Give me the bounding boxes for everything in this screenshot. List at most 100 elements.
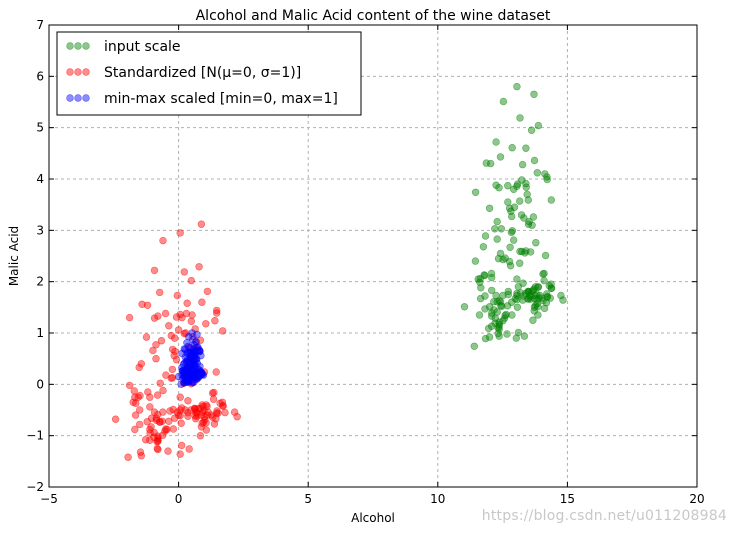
data-point: [152, 355, 160, 363]
legend-label: input scale: [104, 39, 181, 55]
data-point: [168, 345, 177, 354]
series-input-scale: [460, 82, 567, 350]
data-point: [180, 268, 189, 276]
data-point: [185, 375, 193, 383]
data-point: [199, 418, 208, 426]
data-point: [196, 432, 205, 440]
data-point: [169, 425, 178, 433]
data-point: [496, 249, 505, 258]
data-point: [209, 395, 218, 403]
data-point: [540, 276, 548, 285]
y-tick-label: 4: [36, 172, 44, 186]
data-point: [193, 330, 201, 339]
x-tick-label: 10: [430, 492, 445, 506]
data-point: [492, 138, 500, 146]
legend-item-input-scale: input scale: [66, 39, 181, 55]
data-point: [230, 408, 239, 416]
data-point: [213, 306, 221, 315]
data-point: [515, 259, 524, 267]
data-point: [178, 441, 186, 450]
data-point: [146, 429, 154, 437]
data-point: [210, 388, 218, 397]
data-point: [200, 406, 208, 415]
data-point: [159, 386, 167, 395]
y-tick-label: 1: [36, 326, 44, 340]
data-point: [187, 276, 196, 285]
data-point: [488, 322, 496, 330]
data-point: [481, 305, 489, 313]
data-point: [184, 397, 192, 405]
data-point: [524, 220, 533, 228]
y-tick-label: 3: [36, 223, 44, 237]
data-point: [507, 207, 515, 216]
data-point: [131, 425, 139, 434]
legend-label: min-max scaled [min=0, max=1]: [104, 91, 338, 107]
y-tick-label: 6: [36, 69, 44, 83]
data-point: [191, 351, 199, 359]
data-point: [159, 236, 167, 245]
legend-marker: [82, 94, 90, 102]
data-point: [480, 271, 488, 279]
data-point: [142, 436, 150, 444]
data-point: [149, 346, 157, 355]
data-point: [546, 294, 554, 302]
data-point: [513, 303, 522, 311]
data-point: [198, 370, 206, 379]
data-point: [171, 334, 179, 342]
x-axis-label: Alcohol: [351, 511, 395, 525]
data-point: [495, 325, 503, 334]
data-point: [485, 333, 494, 341]
data-point: [479, 243, 488, 251]
data-point: [491, 314, 499, 322]
data-point: [507, 228, 516, 237]
data-point: [192, 415, 200, 423]
data-point: [508, 144, 516, 152]
data-point: [525, 217, 533, 226]
data-point: [496, 153, 505, 161]
legend-marker: [74, 94, 82, 102]
data-point: [135, 363, 143, 372]
data-point: [176, 393, 184, 401]
data-point: [488, 273, 496, 282]
x-tick-label: 20: [689, 492, 704, 506]
data-point: [211, 317, 219, 325]
data-point: [527, 126, 536, 134]
data-point: [186, 364, 195, 372]
data-point: [511, 294, 519, 303]
data-point: [216, 399, 224, 407]
data-point: [172, 356, 181, 364]
data-point: [157, 337, 166, 345]
legend-marker: [82, 42, 90, 50]
data-point: [168, 365, 177, 374]
data-point: [173, 291, 182, 300]
data-point: [508, 311, 516, 319]
data-point: [492, 181, 500, 189]
data-point: [137, 452, 146, 460]
legend: input scale Standardized [N(μ=0, σ=1)] m…: [56, 31, 362, 116]
data-point: [512, 334, 520, 342]
data-point: [188, 311, 196, 319]
data-point: [557, 291, 565, 300]
data-point: [174, 411, 183, 419]
data-point: [513, 275, 521, 283]
series-standardized: [111, 220, 241, 461]
x-tick-label: −5: [40, 492, 58, 506]
data-point: [172, 313, 181, 321]
legend-marker: [66, 42, 74, 50]
series-min-max-scaled: [174, 329, 208, 388]
data-point: [164, 447, 172, 455]
data-point: [166, 407, 174, 415]
data-point: [185, 375, 193, 383]
legend-box: [56, 31, 362, 116]
data-point: [504, 198, 512, 206]
data-point: [167, 374, 176, 382]
data-point: [475, 311, 484, 319]
data-point: [460, 303, 469, 311]
data-point: [529, 213, 538, 221]
y-tick-label: −1: [26, 429, 44, 443]
data-point: [496, 298, 505, 306]
data-point: [233, 413, 241, 421]
data-point: [136, 406, 144, 414]
data-point: [514, 328, 523, 337]
data-point: [501, 314, 509, 322]
